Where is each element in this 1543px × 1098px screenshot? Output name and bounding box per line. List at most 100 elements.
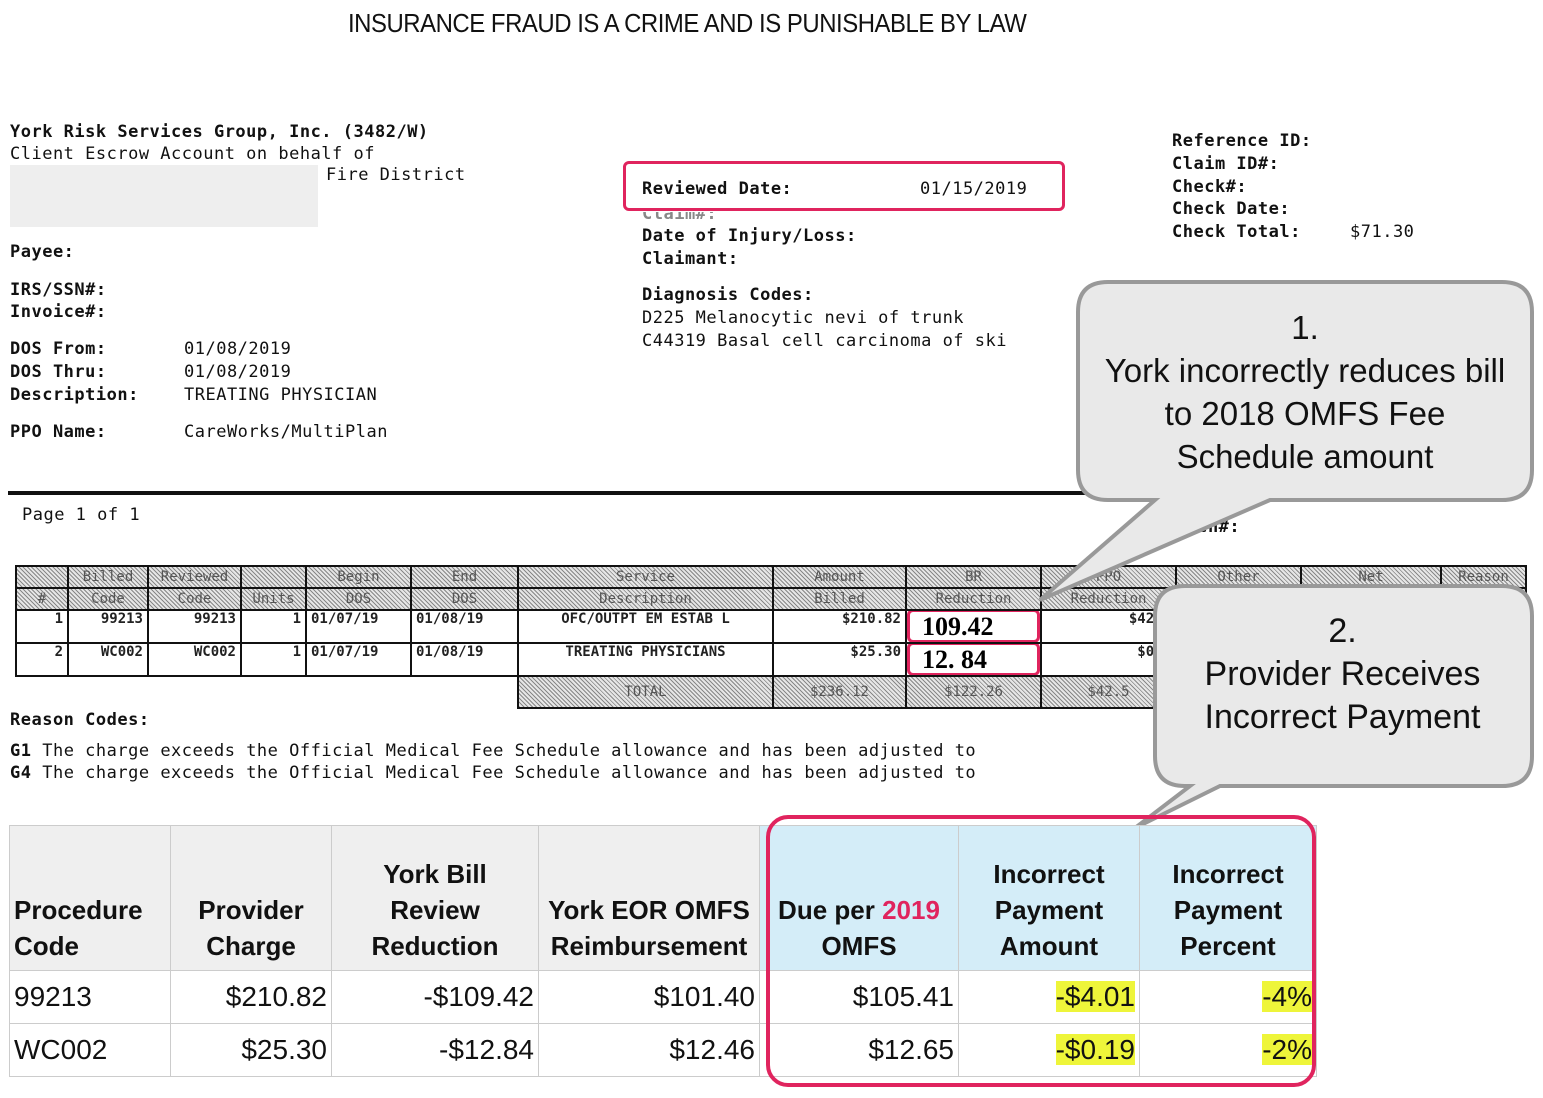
- callout-1-bubble: [1038, 280, 1534, 602]
- year-accent: 2019: [882, 895, 940, 925]
- reviewed-date-label: Reviewed Date:: [642, 179, 793, 199]
- th-incorrect-amount: Incorrect Payment Amount: [958, 825, 1140, 971]
- cell-billed-code: WC002: [67, 642, 149, 677]
- cell-reviewed-code: WC002: [147, 642, 242, 677]
- cell-code: WC002: [9, 1023, 171, 1077]
- reason-code: G1: [10, 741, 32, 761]
- th-incorrect-percent: Incorrect Payment Percent: [1139, 825, 1317, 971]
- th-num-2: #: [15, 587, 69, 611]
- reviewed-date: 01/15/2019: [920, 179, 1028, 199]
- reason-code: G4: [10, 763, 32, 783]
- cell-reviewed-code: 99213: [147, 609, 242, 644]
- th-br: BR: [905, 565, 1042, 589]
- th-amount: Amount: [772, 565, 907, 589]
- cell-due: $12.65: [759, 1023, 959, 1077]
- claimant-label: Claimant:: [642, 249, 739, 269]
- cell-units: 1: [240, 642, 307, 677]
- diagnosis-2: C44319 Basal cell carcinoma of ski: [642, 331, 1007, 351]
- irs-label: IRS/SSN#:: [10, 280, 107, 300]
- th-end: End: [410, 565, 519, 589]
- reason-code-1: G1 The charge exceeds the Official Medic…: [10, 741, 976, 761]
- redacted-area: [10, 165, 318, 227]
- cell-begin: 01/07/19: [305, 609, 412, 644]
- callout-2: 2. Provider Receives Incorrect Payment: [1170, 610, 1515, 739]
- th-billed-2: Code: [67, 587, 149, 611]
- header-row-1: Billed Reviewed Begin End Service Amount…: [15, 565, 1527, 589]
- check-date-label: Check Date:: [1172, 199, 1291, 219]
- incorrect-percent: -2%: [1262, 1034, 1312, 1065]
- th-eor-reimbursement: York EOR OMFS Reimbursement: [538, 825, 760, 971]
- diagnosis-1: D225 Melanocytic nevi of trunk: [642, 308, 965, 328]
- cell-br: 12. 84: [905, 642, 1042, 677]
- cell-amount: $210.82: [772, 609, 907, 644]
- th-begin-2: DOS: [305, 587, 412, 611]
- divider: [8, 491, 1108, 495]
- ppo-name: CareWorks/MultiPlan: [184, 422, 388, 442]
- cell-incorrect-amount: -$0.19: [958, 1023, 1140, 1077]
- page-indicator: Page 1 of 1: [22, 505, 141, 525]
- dos-from-label: DOS From:: [10, 339, 107, 359]
- omfs: OMFS: [821, 931, 897, 961]
- callout-2-bubble: [1133, 584, 1534, 830]
- th-billed: Billed: [67, 565, 149, 589]
- br-value: 12. 84: [922, 645, 987, 674]
- reviewed-date-highlight: [623, 161, 1065, 211]
- total-label: TOTAL: [517, 675, 774, 709]
- callout-2-text: Provider Receives Incorrect Payment: [1204, 655, 1481, 736]
- claim-id-label: Claim ID#:: [1172, 154, 1280, 174]
- cell-amount: $25.30: [772, 642, 907, 677]
- th-begin: Begin: [305, 565, 412, 589]
- doi-label: Date of Injury/Loss:: [642, 226, 857, 246]
- dos-thru: 01/08/2019: [184, 362, 292, 382]
- invoice-label: Invoice#:: [10, 302, 107, 322]
- cell-reimbursement: $101.40: [538, 970, 760, 1024]
- incorrect-payment-highlight: [766, 815, 1316, 1087]
- check-total-label: Check Total:: [1172, 222, 1301, 242]
- incorrect-percent: -4%: [1262, 981, 1312, 1012]
- cell-num: 2: [15, 642, 69, 677]
- cell-due: $105.41: [759, 970, 959, 1024]
- dos-from: 01/08/2019: [184, 339, 292, 359]
- check-label: Check#:: [1172, 177, 1248, 197]
- cell-charge: $210.82: [170, 970, 332, 1024]
- th-review-reduction: York Bill Review Reduction: [331, 825, 539, 971]
- cell-code: 99213: [9, 970, 171, 1024]
- cell-num: 1: [15, 609, 69, 644]
- th-service: Service: [517, 565, 774, 589]
- ppo-label: PPO Name:: [10, 422, 107, 442]
- client-line: Client Escrow Account on behalf of: [10, 144, 375, 164]
- cell-service: OFC/OUTPT EM ESTAB L: [517, 609, 774, 644]
- callout-1-text: York incorrectly reduces bill to 2018 OM…: [1104, 352, 1506, 475]
- callout-1: 1. York incorrectly reduces bill to 2018…: [1095, 306, 1515, 478]
- th-amount-2: Billed: [772, 587, 907, 611]
- diagnosis-label: Diagnosis Codes:: [642, 285, 814, 305]
- summary-header: Procedure Code Provider Charge York Bill…: [9, 825, 1317, 971]
- th-provider-charge: Provider Charge: [170, 825, 332, 971]
- reference-label: Reference ID:: [1172, 131, 1312, 151]
- cell-reduction: -$109.42: [331, 970, 539, 1024]
- total-spacer: [16, 676, 518, 708]
- description-label: Description:: [10, 385, 139, 405]
- th-num: [15, 565, 69, 589]
- reason-codes-label: Reason Codes:: [10, 710, 150, 730]
- cell-charge: $25.30: [170, 1023, 332, 1077]
- incorrect-amount: -$4.01: [1055, 981, 1135, 1012]
- due-per: Due per: [778, 895, 875, 925]
- eor-line-items: Billed Reviewed Begin End Service Amount…: [15, 565, 1527, 709]
- reason-text: The charge exceeds the Official Medical …: [42, 763, 977, 783]
- th-service-2: Description: [517, 587, 774, 611]
- th-units-top: [240, 565, 307, 589]
- cell-br: 109.42: [905, 609, 1042, 644]
- payee-label: Payee:: [10, 242, 75, 262]
- check-total: $71.30: [1350, 222, 1415, 242]
- th-procedure-code: Procedure Code: [9, 825, 171, 971]
- cell-units: 1: [240, 609, 307, 644]
- payment-summary-table: Procedure Code Provider Charge York Bill…: [9, 825, 1317, 1077]
- summary-row: WC002 $25.30 -$12.84 $12.46 $12.65 -$0.1…: [9, 1023, 1317, 1077]
- th-end-2: DOS: [410, 587, 519, 611]
- district: Fire District: [326, 165, 466, 185]
- dos-thru-label: DOS Thru:: [10, 362, 107, 382]
- cell-begin: 01/07/19: [305, 642, 412, 677]
- br-value: 109.42: [922, 612, 994, 641]
